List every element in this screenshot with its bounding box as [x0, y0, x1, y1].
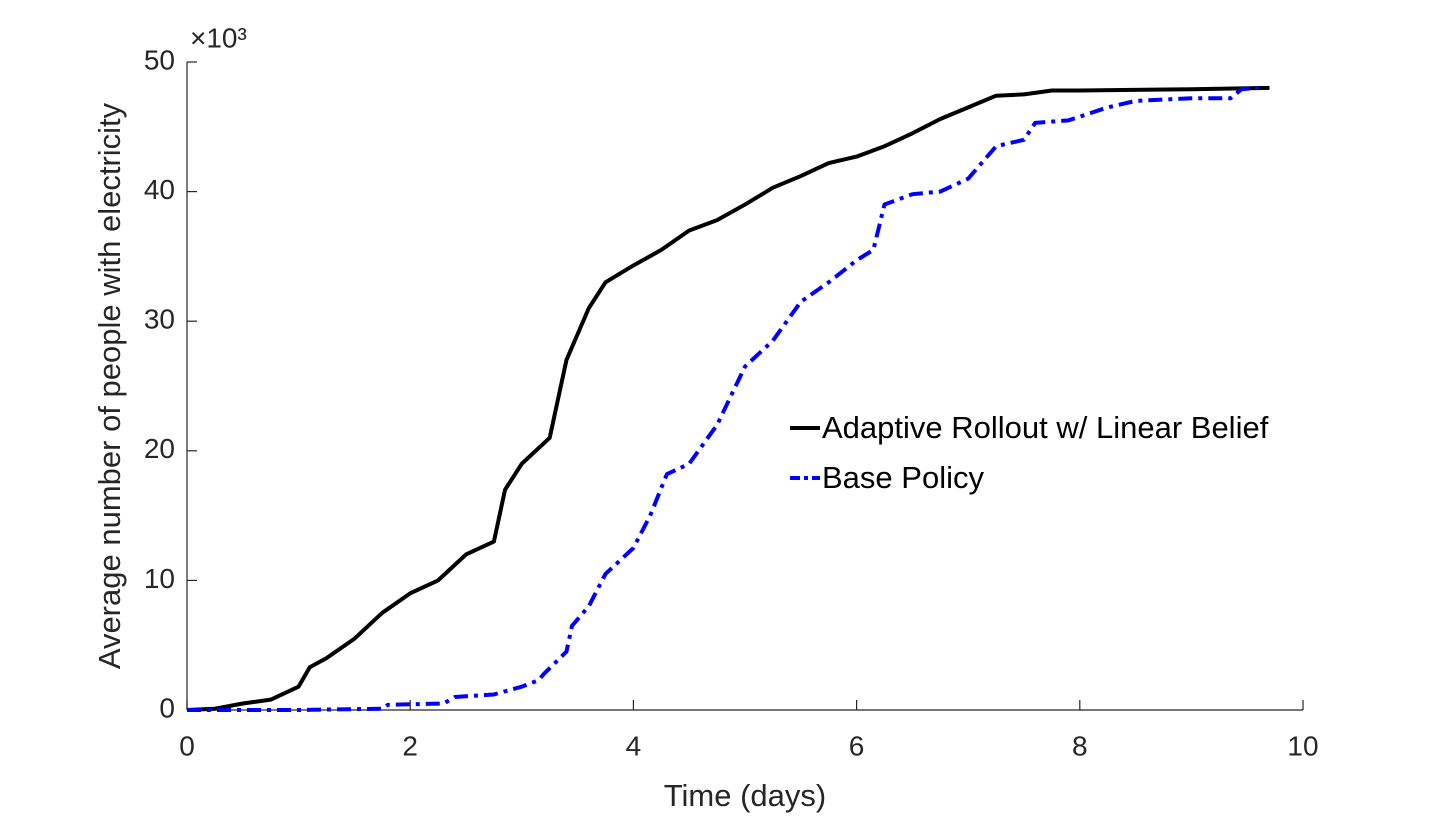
y-tick-label: 0	[159, 692, 175, 723]
series-line	[187, 85, 1259, 712]
x-tick-label: 2	[402, 730, 418, 761]
y-axis-label: Average number of people with electricit…	[92, 102, 127, 669]
legend-label: Adaptive Rollout w/ Linear Belief	[822, 410, 1269, 445]
y-tick-label: 10	[144, 563, 175, 594]
y-exponent: ×10³	[190, 22, 247, 53]
x-tick-label: 6	[849, 730, 865, 761]
x-tick-label: 8	[1072, 730, 1088, 761]
x-tick-label: 0	[179, 730, 195, 761]
series-line	[186, 85, 1270, 712]
x-axis-label: Time (days)	[664, 778, 826, 813]
y-tick-label: 30	[144, 304, 175, 335]
x-tick-label: 10	[1287, 730, 1318, 761]
y-tick-label: 20	[144, 433, 175, 464]
y-tick-label: 50	[144, 44, 175, 75]
legend-label: Base Policy	[822, 460, 984, 495]
x-tick-label: 4	[626, 730, 642, 761]
y-tick-label: 40	[144, 174, 175, 205]
